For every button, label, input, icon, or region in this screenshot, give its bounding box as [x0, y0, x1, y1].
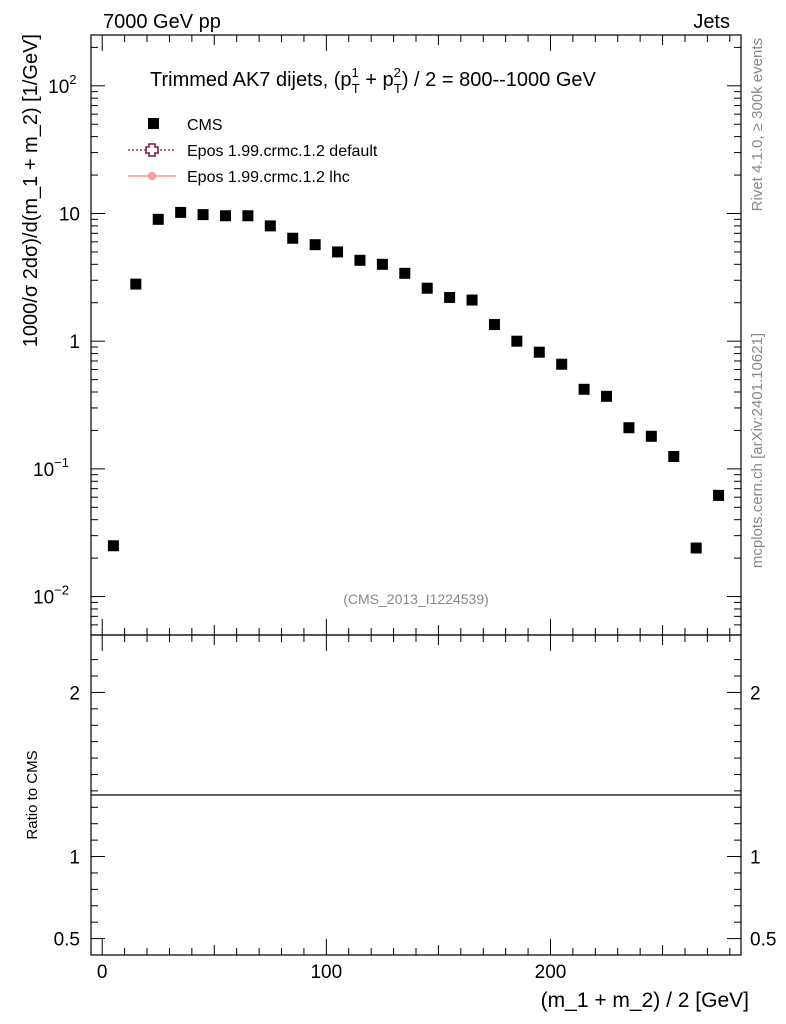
cms-data-point — [488, 319, 500, 331]
cms-data-point — [376, 258, 388, 270]
legend-cms-label: CMS — [187, 117, 223, 134]
cms-data-point — [287, 232, 299, 244]
analysis-watermark: (CMS_2013_I1224539) — [343, 591, 489, 607]
rivet-label: Rivet 4.1.0, ≥ 300k events — [749, 38, 766, 211]
cms-data-point — [130, 278, 142, 290]
cms-data-point — [444, 291, 456, 303]
ratio-tick-label-right: 1 — [750, 848, 761, 869]
legend-default-label: Epos 1.99.crmc.1.2 default — [187, 143, 378, 160]
x-tick-label: 200 — [535, 962, 567, 983]
legend-lhc-label: Epos 1.99.crmc.1.2 lhc — [187, 169, 350, 186]
mcplots-label: mcplots.cern.ch [arXiv:2401.10621] — [749, 333, 766, 568]
y-tick-label: 102 — [48, 72, 76, 98]
y-axis-label: 1000/σ 2dσ)/d(m_1 + m_2) [1/GeV] — [20, 34, 42, 347]
cms-data-point — [197, 209, 209, 221]
cms-data-point — [578, 383, 590, 395]
cms-data-point — [152, 213, 164, 225]
legend-lhc-marker — [148, 172, 156, 180]
y-tick-label: 1 — [69, 332, 80, 353]
legend-cms-marker — [148, 118, 159, 129]
cms-data-point — [645, 430, 657, 442]
cms-data-point — [601, 390, 613, 402]
legend-default-marker — [145, 143, 159, 157]
x-tick-label: 0 — [97, 962, 108, 983]
ratio-y-axis-label: Ratio to CMS — [24, 750, 41, 839]
cms-data-point — [242, 210, 254, 222]
y-tick-label: 10 — [59, 204, 80, 225]
x-axis-label: (m_1 + m_2) / 2 [GeV] — [541, 989, 749, 1012]
data-points — [107, 206, 725, 554]
ratio-tick-label: 2 — [69, 683, 80, 704]
ratio-tick-label: 1 — [69, 848, 80, 869]
ratio-tick-label-right: 0.5 — [750, 930, 776, 951]
cms-data-point — [107, 540, 119, 552]
cms-data-point — [713, 489, 725, 501]
legend: CMS Epos 1.99.crmc.1.2 default Epos 1.99… — [128, 117, 378, 186]
cms-data-point — [421, 282, 433, 294]
cms-data-point — [309, 239, 321, 251]
ratio-tick-label-right: 2 — [750, 683, 761, 704]
y-tick-label: 10−2 — [33, 583, 69, 609]
cms-data-point — [623, 422, 635, 434]
cms-data-point — [332, 246, 344, 258]
cms-data-point — [219, 210, 231, 222]
y-tick-label: 10−1 — [33, 455, 69, 481]
cms-data-point — [399, 267, 411, 279]
x-tick-label: 100 — [310, 962, 342, 983]
ratio-tick-label: 0.5 — [54, 930, 80, 951]
energy-label: 7000 GeV pp — [103, 11, 221, 33]
cms-data-point — [175, 206, 187, 218]
axis-ticks: 10−2 10−1 1 10 102 0 100 200 0.5 0.5 1 1 2 2 — [33, 35, 776, 983]
jets-label: Jets — [693, 11, 730, 33]
cms-data-point — [556, 358, 568, 370]
cms-data-point — [511, 335, 523, 347]
cms-data-point — [264, 220, 276, 232]
cms-data-point — [533, 346, 545, 358]
cms-data-point — [354, 254, 366, 266]
cms-data-point — [668, 451, 680, 463]
cms-data-point — [466, 294, 478, 306]
cms-data-point — [690, 542, 702, 554]
chart-title: Trimmed AK7 dijets, (p1 T + p2 T) / 2 = 80… — [150, 65, 597, 96]
